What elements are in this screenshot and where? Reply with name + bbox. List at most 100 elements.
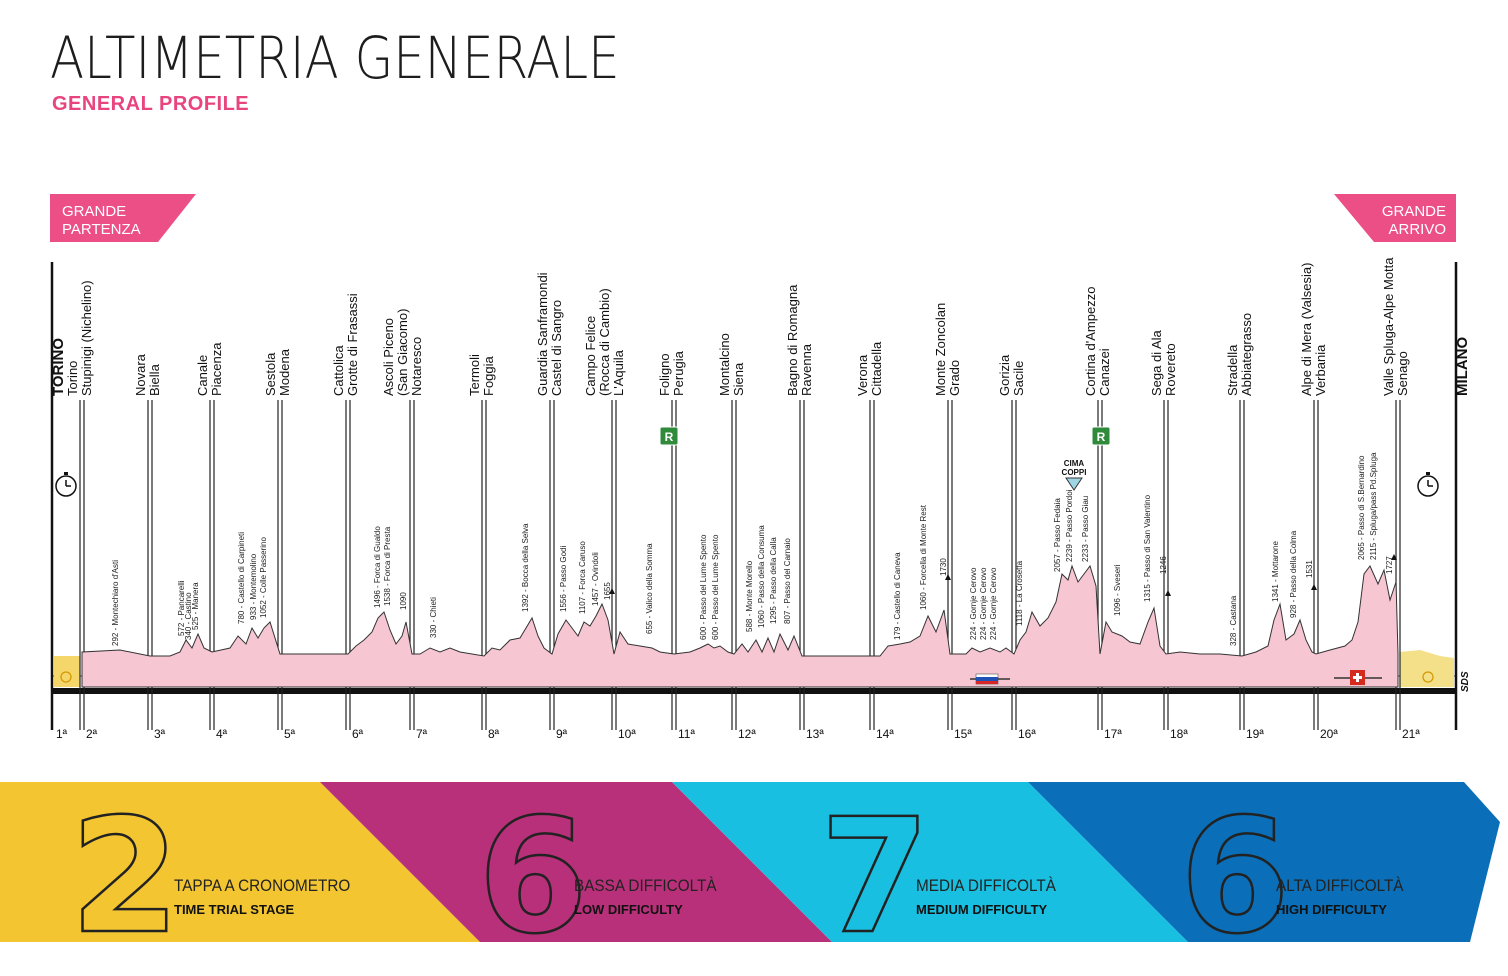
stage-number: 1ª	[56, 727, 68, 741]
climb-label: 1246	[1159, 556, 1168, 574]
stage-number: 5ª	[284, 727, 296, 741]
climb-label: 1392 - Bocca della Selva	[521, 523, 530, 612]
city-line: (Rocca di Cambio)	[597, 288, 612, 396]
city-line: L'Aquila	[611, 349, 626, 396]
climb-label: 928 - Passo della Colma	[1289, 530, 1298, 618]
stage-number: 3ª	[154, 727, 166, 741]
city-line: Stupinigi (Nichelino)	[79, 280, 94, 396]
city-line: Bagno di Romagna	[785, 284, 800, 396]
summit-marker-icon	[609, 588, 615, 594]
city-line: Ravenna	[799, 343, 814, 396]
stat-time-trial: 2 TAPPA A CRONOMETRO TIME TRIAL STAGE	[69, 797, 370, 958]
climb-label: 1538 - Forca di Presta	[383, 526, 392, 606]
swiss-cross	[1353, 676, 1362, 679]
climb-label: 1341 - Mottarone	[1271, 541, 1280, 602]
city-line: Guardia Sanframondi	[535, 272, 550, 396]
city-line: Siena	[731, 362, 746, 396]
city-line: Modena	[277, 348, 292, 396]
city-label: CanalePiacenza	[195, 342, 224, 396]
climb-label: 780 - Castello di Carpineti	[237, 532, 246, 624]
stage-number-labels: 1ª 2ª 3ª 4ª 5ª 6ª 7ª 8ª 9ª 10ª 11ª 12ª 13ª 14ª 15ª 16ª 1…	[56, 727, 1420, 741]
city-line: Sestola	[263, 352, 278, 396]
city-line: (San Giacomo)	[395, 309, 410, 396]
stage-number: 14ª	[876, 727, 894, 741]
city-line: Stradella	[1225, 344, 1240, 396]
climb-label: 600 - Passo del Lume Spento	[699, 534, 708, 640]
city-line: Termoli	[467, 354, 482, 396]
climb-label: 1090	[399, 592, 408, 610]
band-segment-medium	[672, 782, 1188, 942]
stage-number: 8ª	[488, 727, 500, 741]
climb-label: 340 - Castino	[184, 592, 193, 640]
city-label: TermoliFoggia	[467, 354, 496, 396]
slovenia-flag-stripe	[976, 681, 998, 684]
city-label: Valle Spluga-Alpe MottaSenago	[1381, 257, 1410, 396]
cima-coppi-icon	[1065, 477, 1083, 491]
stat-label-it: BASSA DIFFICOLTÀ	[574, 876, 717, 895]
city-line: Ascoli Piceno	[381, 318, 396, 396]
climb-label: 2057 - Passo Fedaia	[1053, 498, 1062, 572]
stat-number: 2	[69, 785, 181, 969]
badge-start-line1: GRANDE	[62, 203, 126, 220]
city-label: MontalcinoSiena	[717, 333, 746, 396]
climb-label: 1107 - Forca Caruso	[578, 541, 587, 614]
stage-number: 13ª	[806, 727, 824, 741]
page-title: ALTIMETRIA GENERALE	[50, 24, 620, 92]
climb-label: 2065 - Passo di S.Bernardino	[1357, 455, 1366, 560]
cima-coppi-label: CIMA	[1064, 459, 1085, 468]
city-label: Monte ZoncolanGrado	[933, 303, 962, 396]
city-label: SestolaModena	[263, 348, 292, 396]
band-segment-low	[320, 782, 832, 942]
stat-label-it: TAPPA A CRONOMETRO	[174, 876, 351, 895]
climb-label: 2233 - Passo Giau	[1081, 496, 1090, 562]
climb-label: 330 - Chieti	[429, 597, 438, 638]
stat-label-en: LOW DIFFICULTY	[574, 902, 683, 917]
city-label: Cortina d'AmpezzoCanazei	[1083, 287, 1112, 396]
climb-label: 807 - Passo del Carnaio	[783, 538, 792, 624]
page-subtitle: GENERAL PROFILE	[52, 93, 250, 115]
city-line: Foligno	[657, 353, 672, 396]
stat-medium-difficulty: 7 MEDIA DIFFICOLTÀ MEDIUM DIFFICULTY	[819, 797, 1120, 958]
climb-labels: 292 - Montechiaro d'Asti 572 - Pancarelli…	[111, 452, 1394, 646]
city-line: Montalcino	[717, 333, 732, 396]
summit-marker-icon	[1165, 590, 1171, 596]
city-label: Alpe di Mera (Valsesia)Verbania	[1299, 263, 1328, 396]
climb-label: 933 - Montemolino	[249, 553, 258, 620]
city-line: MILANO	[1454, 337, 1471, 396]
city-label: Bagno di RomagnaRavenna	[785, 284, 814, 396]
grande-partenza-badge: GRANDE PARTENZA	[50, 194, 196, 242]
climb-label: 1295 - Passo della Calla	[769, 537, 778, 624]
stage-number: 10ª	[618, 727, 636, 741]
profile-area	[81, 564, 1399, 688]
city-line: Canazei	[1097, 348, 1112, 396]
stage-number: 2ª	[86, 727, 98, 741]
city-line: Verona	[855, 354, 870, 396]
stage-number: 6ª	[352, 727, 364, 741]
city-line: Sacile	[1011, 361, 1026, 396]
climb-label: 1052 - Colle Passerino	[259, 537, 268, 618]
city-line: Grado	[947, 360, 962, 396]
climb-label: 1727	[1385, 556, 1394, 574]
rest-day-icon	[659, 426, 679, 446]
city-label: Campo Felice(Rocca di Cambio)L'Aquila	[583, 288, 626, 396]
city-line: Cittadella	[869, 341, 884, 396]
stat-high-difficulty: 6 ALTA DIFFICOLTÀ HIGH DIFFICULTY	[1179, 797, 1480, 958]
stat-number: 6	[477, 785, 589, 969]
summit-marker-icon	[945, 574, 951, 580]
small-stopwatch-icon	[60, 671, 72, 683]
stage-number: 12ª	[738, 727, 756, 741]
climb-label: 1060 - Passo della Consuma	[757, 525, 766, 628]
city-line: Cortina d'Ampezzo	[1083, 287, 1098, 396]
stat-number: 7	[819, 785, 931, 969]
city-line: Novara	[133, 353, 148, 396]
city-line: Piacenza	[209, 342, 224, 396]
climb-label: 179 - Castello di Caneva	[893, 552, 902, 640]
city-label: Ascoli Piceno(San Giacomo)Notaresco	[381, 309, 424, 396]
stage-number: 4ª	[216, 727, 228, 741]
climb-label: 1531	[1305, 560, 1314, 578]
climb-label: 224 - Gornje Cerovo	[979, 567, 988, 640]
stage-number: 19ª	[1246, 727, 1264, 741]
city-line: Biella	[147, 363, 162, 396]
